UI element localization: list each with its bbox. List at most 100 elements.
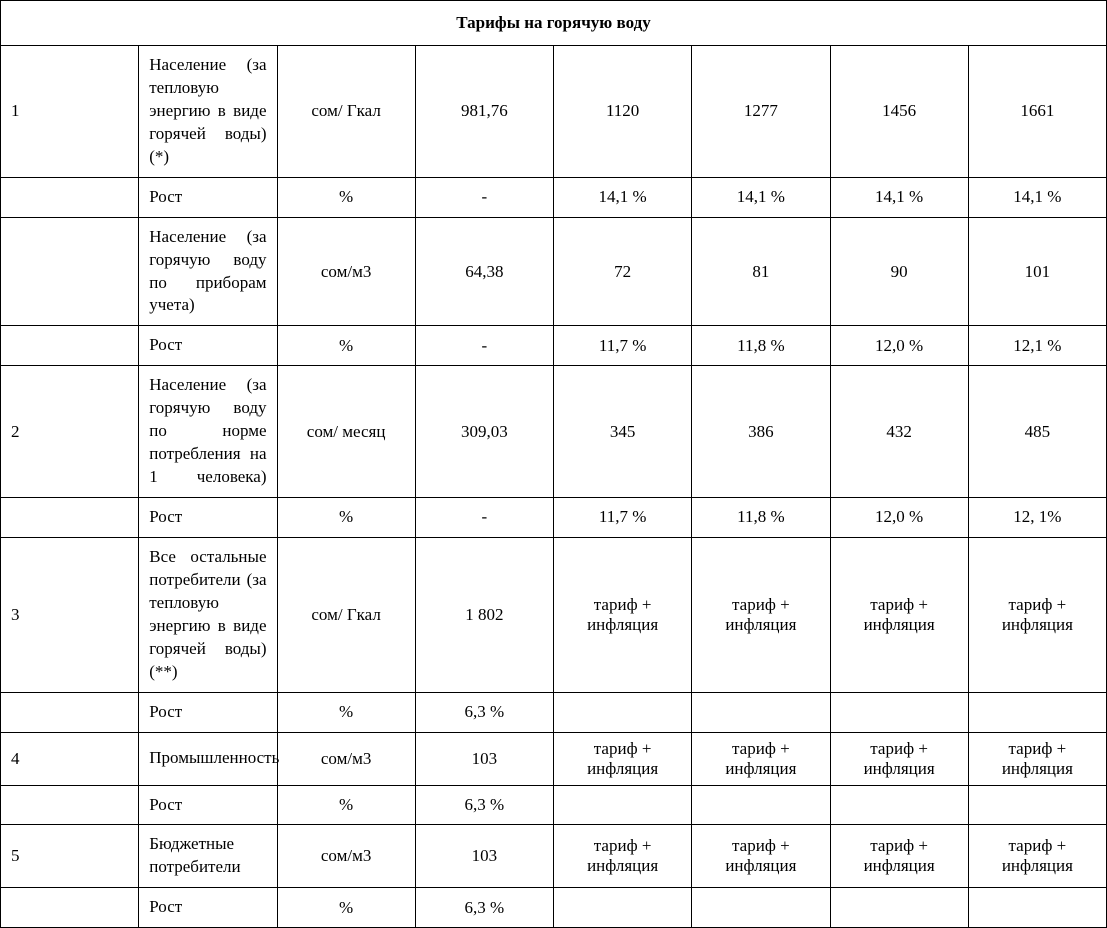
row-number xyxy=(1,498,139,538)
row-description: Рост xyxy=(139,785,277,825)
table-row: Население (за горячую воду по приборам у… xyxy=(1,217,1107,326)
row-value: 14,1 % xyxy=(830,177,968,217)
row-value xyxy=(830,888,968,928)
row-value: 12,0 % xyxy=(830,326,968,366)
row-unit: % xyxy=(277,498,415,538)
row-unit: сом/ Гкал xyxy=(277,46,415,178)
row-value: - xyxy=(415,326,553,366)
row-value: 1661 xyxy=(968,46,1106,178)
row-value: 485 xyxy=(968,366,1106,498)
row-number xyxy=(1,177,139,217)
row-description: Рост xyxy=(139,177,277,217)
row-description: Все остальные потребители (за тепловую э… xyxy=(139,537,277,692)
table-row: Рост%6,3 % xyxy=(1,692,1107,732)
row-value: 309,03 xyxy=(415,366,553,498)
row-description: Бюджетные потребители xyxy=(139,825,277,888)
row-description: Рост xyxy=(139,888,277,928)
row-value: тариф + инфляция xyxy=(692,825,830,888)
row-value: 64,38 xyxy=(415,217,553,326)
row-unit: % xyxy=(277,692,415,732)
table-row: Рост%6,3 % xyxy=(1,888,1107,928)
row-value: - xyxy=(415,498,553,538)
row-number: 4 xyxy=(1,732,139,785)
row-unit: сом/м3 xyxy=(277,732,415,785)
row-value xyxy=(968,692,1106,732)
row-value: 72 xyxy=(554,217,692,326)
row-value: - xyxy=(415,177,553,217)
row-value: 981,76 xyxy=(415,46,553,178)
table-title: Тарифы на горячую воду xyxy=(1,1,1107,46)
row-value: 6,3 % xyxy=(415,888,553,928)
table-body: 1Население (за тепловую энергию в виде г… xyxy=(1,46,1107,928)
table-row: Рост%-11,7 %11,8 %12,0 %12,1 % xyxy=(1,326,1107,366)
row-number: 5 xyxy=(1,825,139,888)
table-row: 3Все остальные потребители (за тепловую … xyxy=(1,537,1107,692)
row-number: 1 xyxy=(1,46,139,178)
row-number xyxy=(1,785,139,825)
row-value: тариф + инфляция xyxy=(554,825,692,888)
row-value: 90 xyxy=(830,217,968,326)
row-value: тариф + инфляция xyxy=(692,537,830,692)
row-number xyxy=(1,888,139,928)
row-value xyxy=(554,692,692,732)
table-row: 5Бюджетные потребителисом/м3103тариф + и… xyxy=(1,825,1107,888)
row-value xyxy=(554,888,692,928)
row-value: 11,8 % xyxy=(692,326,830,366)
row-value: 386 xyxy=(692,366,830,498)
row-number xyxy=(1,326,139,366)
table-row: 1Население (за тепловую энергию в виде г… xyxy=(1,46,1107,178)
row-value: 14,1 % xyxy=(692,177,830,217)
row-value xyxy=(554,785,692,825)
row-value: 14,1 % xyxy=(968,177,1106,217)
row-value: тариф + инфляция xyxy=(830,537,968,692)
table-row: Рост%-14,1 %14,1 %14,1 %14,1 % xyxy=(1,177,1107,217)
row-number: 3 xyxy=(1,537,139,692)
row-value: тариф + инфляция xyxy=(830,732,968,785)
row-value xyxy=(692,888,830,928)
row-value: тариф + инфляция xyxy=(968,732,1106,785)
row-value: 12,0 % xyxy=(830,498,968,538)
row-value: 1 802 xyxy=(415,537,553,692)
table-row: Рост%6,3 % xyxy=(1,785,1107,825)
table-row: 4Промышленностьсом/м3103тариф + инфляция… xyxy=(1,732,1107,785)
row-unit: % xyxy=(277,177,415,217)
row-description: Рост xyxy=(139,326,277,366)
row-number xyxy=(1,217,139,326)
row-unit: сом/ месяц xyxy=(277,366,415,498)
row-value: тариф + инфляция xyxy=(692,732,830,785)
row-value xyxy=(830,692,968,732)
row-unit: сом/м3 xyxy=(277,217,415,326)
row-value: 101 xyxy=(968,217,1106,326)
row-value: 11,7 % xyxy=(554,326,692,366)
row-value xyxy=(692,785,830,825)
row-value: 6,3 % xyxy=(415,785,553,825)
row-value: 81 xyxy=(692,217,830,326)
row-unit: % xyxy=(277,785,415,825)
table-header-row: Тарифы на горячую воду xyxy=(1,1,1107,46)
row-description: Население (за горячую воду по приборам у… xyxy=(139,217,277,326)
row-description: Население (за горячую воду по норме потр… xyxy=(139,366,277,498)
table-row: Рост%-11,7 %11,8 %12,0 %12, 1% xyxy=(1,498,1107,538)
row-description: Промышленность xyxy=(139,732,277,785)
row-value: 103 xyxy=(415,732,553,785)
row-unit: сом/ Гкал xyxy=(277,537,415,692)
row-value: 103 xyxy=(415,825,553,888)
row-description: Население (за тепловую энергию в виде го… xyxy=(139,46,277,178)
row-description: Рост xyxy=(139,692,277,732)
row-unit: сом/м3 xyxy=(277,825,415,888)
row-value: 12, 1% xyxy=(968,498,1106,538)
row-value xyxy=(830,785,968,825)
row-value: тариф + инфляция xyxy=(554,732,692,785)
row-number: 2 xyxy=(1,366,139,498)
row-unit: % xyxy=(277,888,415,928)
tariffs-table: Тарифы на горячую воду 1Население (за те… xyxy=(0,0,1107,928)
row-unit: % xyxy=(277,326,415,366)
row-value xyxy=(692,692,830,732)
row-description: Рост xyxy=(139,498,277,538)
row-value: 12,1 % xyxy=(968,326,1106,366)
row-number xyxy=(1,692,139,732)
row-value: 1277 xyxy=(692,46,830,178)
row-value: 1120 xyxy=(554,46,692,178)
row-value xyxy=(968,888,1106,928)
row-value: 1456 xyxy=(830,46,968,178)
